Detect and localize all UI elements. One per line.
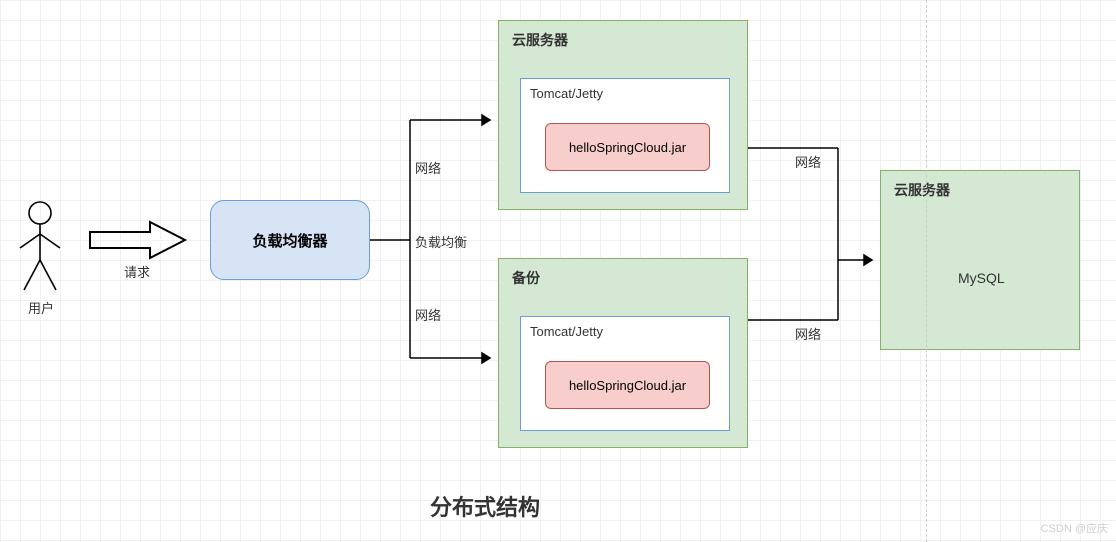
- db-server-title: 云服务器: [894, 180, 950, 200]
- jar-bottom-label: helloSpringCloud.jar: [569, 378, 686, 393]
- request-arrow-icon: [90, 222, 185, 258]
- load-balancer-box: 负载均衡器: [210, 200, 370, 280]
- jar-top-label: helloSpringCloud.jar: [569, 140, 686, 155]
- db-edge-top-label: 网络: [795, 152, 821, 171]
- footer-title: 分布式结构: [430, 490, 540, 522]
- cloud-server-bottom-title: 备份: [512, 268, 540, 288]
- branch-bottom-label: 网络: [415, 305, 441, 324]
- cloud-server-top-title: 云服务器: [512, 30, 568, 50]
- mysql-label: MySQL: [958, 270, 1005, 286]
- dashed-separator: [926, 0, 927, 542]
- watermark: CSDN @应庆: [1041, 520, 1108, 536]
- actor-label: 用户: [28, 298, 54, 317]
- branch-top-label: 网络: [415, 158, 441, 177]
- request-label: 请求: [124, 262, 150, 281]
- mid-branch-label: 负载均衡: [415, 232, 467, 251]
- db-edges: [748, 148, 872, 320]
- jar-top: helloSpringCloud.jar: [545, 123, 710, 171]
- db-edge-bottom-label: 网络: [795, 324, 821, 343]
- tomcat-bottom-title: Tomcat/Jetty: [530, 324, 603, 339]
- actor-icon: [20, 202, 60, 290]
- jar-bottom: helloSpringCloud.jar: [545, 361, 710, 409]
- tomcat-top-title: Tomcat/Jetty: [530, 86, 603, 101]
- load-balancer-label: 负载均衡器: [252, 230, 327, 251]
